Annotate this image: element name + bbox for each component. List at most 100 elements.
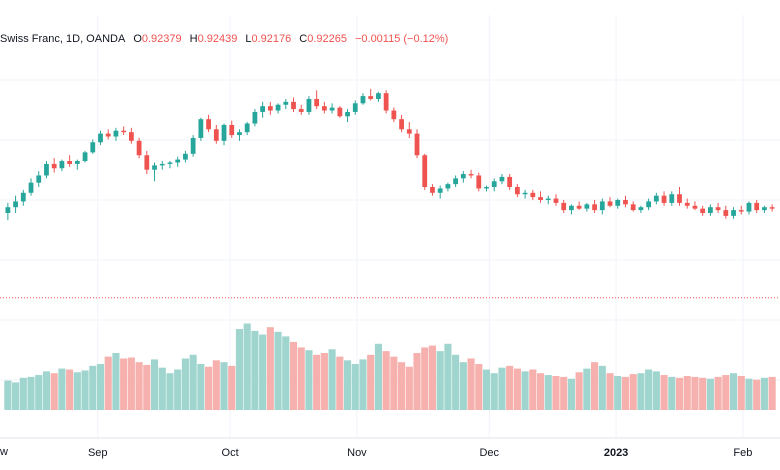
candle[interactable] [584, 202, 590, 212]
candle[interactable] [59, 159, 65, 172]
candle[interactable] [561, 200, 567, 213]
candle[interactable] [437, 185, 443, 199]
candle[interactable] [113, 127, 119, 141]
candle[interactable] [545, 195, 551, 205]
candle[interactable] [576, 201, 582, 211]
candle[interactable] [345, 109, 350, 123]
candle[interactable] [569, 204, 574, 215]
candle[interactable] [514, 184, 520, 198]
candle[interactable] [715, 202, 721, 213]
candle[interactable] [630, 201, 636, 212]
candle[interactable] [499, 174, 505, 185]
candle[interactable] [229, 120, 235, 138]
candle[interactable] [121, 126, 127, 136]
candle[interactable] [167, 161, 173, 169]
candle[interactable] [530, 189, 536, 200]
candle[interactable] [638, 205, 644, 213]
candle[interactable] [136, 137, 142, 159]
candle[interactable] [306, 96, 312, 115]
candle[interactable] [653, 192, 659, 205]
candle[interactable] [692, 201, 698, 211]
candle[interactable] [769, 204, 775, 212]
candle[interactable] [430, 184, 435, 196]
candle[interactable] [244, 122, 250, 136]
candle[interactable] [237, 129, 242, 141]
candle[interactable] [723, 205, 729, 219]
candle[interactable] [754, 200, 760, 213]
candle[interactable] [615, 198, 621, 209]
candle[interactable] [260, 101, 266, 118]
candle[interactable] [13, 195, 18, 213]
candle[interactable] [762, 205, 767, 213]
candle[interactable] [422, 153, 428, 190]
candle[interactable] [623, 195, 628, 208]
candle[interactable] [391, 107, 397, 123]
candle[interactable] [98, 130, 103, 146]
candle[interactable] [283, 98, 289, 110]
symbol-label[interactable]: Swiss Franc, 1D, OANDA [0, 33, 126, 45]
candle[interactable] [44, 161, 49, 179]
candle[interactable] [175, 156, 181, 167]
candle[interactable] [731, 207, 736, 219]
candle[interactable] [105, 129, 111, 140]
candle[interactable] [51, 158, 57, 173]
candle[interactable] [337, 106, 343, 118]
candle[interactable] [221, 123, 227, 146]
candle[interactable] [152, 162, 157, 182]
candle[interactable] [460, 171, 466, 183]
candle[interactable] [213, 124, 219, 144]
candle[interactable] [128, 127, 134, 144]
candle[interactable] [183, 150, 188, 163]
candle[interactable] [314, 90, 320, 110]
candle[interactable] [291, 97, 296, 112]
candle[interactable] [599, 198, 605, 215]
candle[interactable] [738, 205, 744, 215]
candle[interactable] [553, 194, 559, 206]
candle[interactable] [383, 90, 389, 114]
candle[interactable] [746, 201, 752, 215]
candle[interactable] [445, 182, 451, 192]
candle[interactable] [20, 189, 26, 206]
candle[interactable] [491, 178, 497, 192]
candle[interactable] [592, 200, 597, 213]
candle[interactable] [267, 101, 273, 115]
candle[interactable] [376, 91, 381, 102]
candle[interactable] [298, 104, 304, 115]
candle[interactable] [700, 205, 706, 216]
candle[interactable] [468, 169, 474, 179]
candle[interactable] [275, 103, 281, 114]
candle[interactable] [484, 185, 489, 192]
candle[interactable] [707, 204, 713, 216]
candle[interactable] [669, 191, 675, 206]
candle[interactable] [144, 150, 150, 175]
candle[interactable] [607, 197, 613, 208]
candle[interactable] [661, 191, 667, 206]
candle[interactable] [67, 155, 73, 167]
candle[interactable] [538, 191, 543, 203]
candle[interactable] [329, 103, 335, 114]
candle[interactable] [159, 161, 165, 170]
candle[interactable] [406, 122, 412, 138]
candle[interactable] [190, 135, 196, 157]
candle[interactable] [684, 198, 690, 209]
candle[interactable] [507, 174, 513, 190]
candlesticks[interactable] [5, 88, 775, 221]
candle[interactable] [368, 88, 374, 101]
candle[interactable] [414, 129, 420, 159]
candle[interactable] [360, 93, 366, 105]
candle[interactable] [28, 178, 34, 196]
candle[interactable] [198, 117, 204, 141]
candle[interactable] [252, 109, 258, 127]
candle[interactable] [206, 114, 211, 133]
candle[interactable] [677, 187, 682, 206]
candle[interactable] [74, 159, 80, 170]
candle[interactable] [646, 198, 652, 211]
candle[interactable] [522, 189, 528, 199]
candle[interactable] [82, 150, 88, 163]
candle[interactable] [453, 175, 459, 188]
time-axis[interactable]: Sep Oct Nov Dec 2023 Feb [88, 447, 752, 459]
candle[interactable] [476, 172, 482, 192]
candle[interactable] [5, 202, 11, 221]
candle[interactable] [36, 171, 42, 188]
